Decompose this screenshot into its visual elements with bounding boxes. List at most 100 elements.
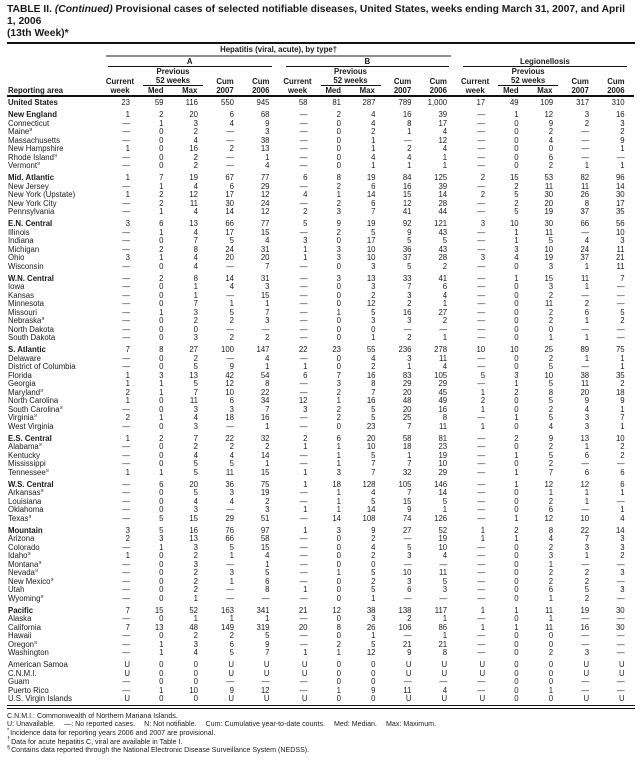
value-cell: 75: [615, 346, 625, 354]
value-cell: 2: [159, 245, 164, 254]
value-cell: U: [583, 669, 590, 678]
value-cell: 19: [366, 174, 376, 182]
value-cell: 0: [159, 695, 164, 703]
value-cell: 0: [159, 451, 164, 460]
value-cell: 36: [225, 480, 234, 489]
reporting-area-cell: Maine§: [8, 128, 33, 136]
value-cell: 2: [480, 397, 486, 405]
value-cell: —: [122, 577, 130, 586]
value-cell: 96: [615, 174, 625, 182]
value-cell: 3: [584, 649, 590, 657]
value-cell: 10: [189, 686, 198, 695]
value-cell: —: [299, 119, 308, 128]
value-cell: 126: [434, 514, 448, 523]
value-cell: 3: [371, 262, 376, 271]
value-cell: 0: [514, 334, 519, 342]
value-cell: 1: [584, 262, 590, 271]
reporting-area-cell: Florida: [8, 371, 32, 380]
current-week-header: Current week: [105, 77, 135, 95]
value-cell: 1,000: [420, 95, 457, 108]
footnote-line: C.N.M.I.: Commonwealth of Northern Maria…: [7, 712, 635, 721]
value-cell: 0: [159, 300, 164, 308]
value-cell: 2: [442, 262, 448, 271]
value-cell: 18: [225, 414, 234, 422]
value-cell: 18: [332, 480, 341, 489]
footnote-marker: §: [50, 577, 54, 582]
value-cell: 58: [402, 434, 412, 443]
value-cell: —: [477, 514, 486, 523]
value-cell: 7: [407, 489, 412, 497]
value-cell: 1: [371, 162, 376, 170]
value-cell: 2: [229, 443, 234, 451]
value-cell: —: [581, 632, 590, 640]
value-cell: —: [616, 632, 625, 640]
value-cell: 4: [193, 497, 198, 506]
value-cell: —: [122, 354, 130, 363]
group-label: Legionellosis: [463, 57, 627, 67]
table-row: Oklahoma — 0 3 — 3 1 1 14 9 1 — 0 6 — 1: [7, 506, 634, 515]
value-cell: 8: [548, 526, 554, 535]
value-cell: 0: [336, 543, 341, 552]
value-cell: 1: [480, 623, 486, 632]
value-cell: 1: [584, 283, 590, 291]
reporting-area-cell: Alaska: [8, 615, 32, 623]
value-cell: —: [122, 317, 130, 325]
value-cell: 1: [229, 552, 234, 560]
value-cell: 2: [620, 552, 625, 560]
med-header: Med: [147, 86, 164, 95]
value-cell: 2: [548, 443, 554, 451]
value-cell: —: [226, 153, 234, 162]
value-cell: 0: [514, 283, 519, 291]
value-cell: —: [299, 111, 308, 119]
value-cell: —: [477, 577, 486, 586]
value-cell: 2: [303, 208, 308, 216]
value-cell: —: [299, 283, 308, 291]
table-row: New England 1 2 20 6 68—2 4 16 39—1 12 3 16: [7, 111, 634, 120]
value-cell: 17: [225, 191, 234, 199]
value-cell: 0: [193, 678, 198, 686]
value-cell: 5: [442, 237, 448, 245]
value-cell: —: [477, 480, 486, 489]
value-cell: 5: [193, 380, 198, 388]
value-cell: —: [226, 560, 234, 569]
footnote-line: *Incidence data for reporting years 2006…: [7, 728, 635, 738]
value-cell: —: [616, 560, 625, 569]
value-cell: 35: [615, 371, 625, 380]
value-cell: 6: [620, 480, 625, 489]
value-cell: 2: [193, 586, 198, 594]
value-cell: 1: [584, 489, 590, 497]
value-cell: U: [618, 695, 625, 703]
value-cell: 9: [620, 136, 625, 145]
value-cell: 0: [159, 506, 164, 514]
value-cell: 1: [442, 506, 448, 514]
value-cell: 11: [581, 380, 590, 388]
value-cell: 149: [220, 623, 234, 632]
value-cell: 5: [159, 526, 164, 535]
value-cell: 3: [159, 371, 164, 380]
value-cell: 7: [265, 262, 270, 271]
value-cell: 0: [159, 569, 164, 577]
value-cell: 0: [159, 405, 164, 414]
reporting-area-cell: E.N. Central: [8, 220, 53, 228]
value-cell: 0: [159, 615, 164, 623]
table-row: Pennsylvania —1 4 14 12 2 3 7 41 44—5 19 37 35: [7, 208, 634, 217]
value-cell: 0: [159, 661, 164, 669]
reporting-area-cell: W.N. Central: [8, 274, 54, 283]
value-cell: —: [616, 577, 625, 586]
value-cell: 14: [615, 526, 625, 535]
value-cell: 0: [159, 497, 164, 506]
value-cell: —: [299, 182, 308, 191]
table-row: Vermont§ — 0 2 — 4 — 0 1 1 1 — 0 2 1 1: [7, 162, 634, 171]
reporting-area-cell: Colorado: [8, 543, 40, 552]
value-cell: 5: [303, 220, 308, 228]
value-cell: 3: [407, 577, 412, 586]
value-cell: 0: [159, 262, 164, 271]
value-cell: 0: [514, 560, 519, 569]
value-cell: —: [299, 136, 308, 145]
value-cell: 0: [514, 422, 519, 431]
value-cell: —: [477, 451, 486, 460]
value-cell: 7: [125, 623, 130, 632]
value-cell: 13: [366, 274, 376, 283]
value-cell: —: [122, 560, 130, 569]
value-cell: 12: [366, 300, 376, 308]
